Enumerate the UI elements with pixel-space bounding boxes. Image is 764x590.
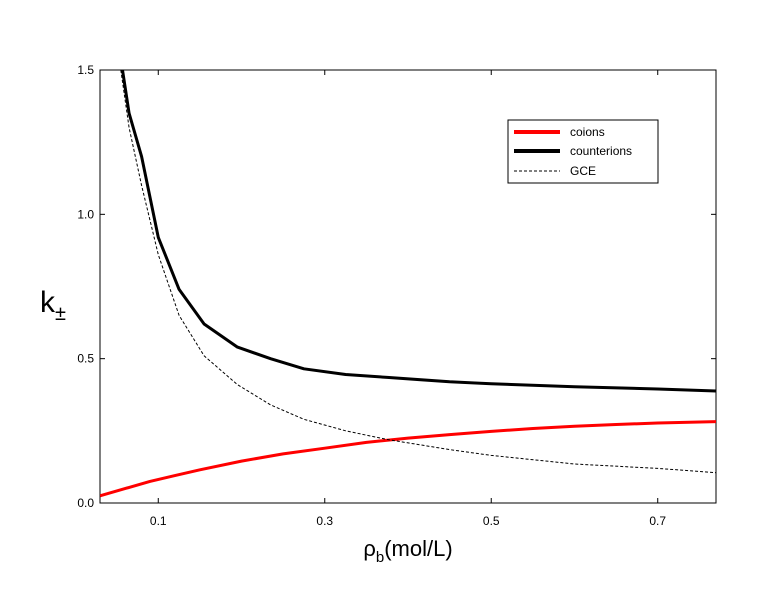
ticks [100, 69, 716, 504]
legend-label-coions: coions [570, 125, 605, 139]
y-axis-title-sub: ± [55, 303, 66, 325]
y-tick-label: 0.0 [77, 496, 94, 510]
x-tick-label: 0.5 [483, 514, 500, 528]
legend-label-gce: GCE [570, 164, 596, 178]
series-group [100, 70, 716, 498]
y-axis-title-main: k [40, 286, 56, 319]
legend-label-counterions: counterions [570, 144, 632, 158]
series-line-counterions [121, 70, 716, 393]
tick-labels: 0.1 0.3 0.5 0.7 0.0 0.5 1.0 1.5 [77, 63, 666, 528]
series-line-gce [120, 70, 716, 474]
x-axis-title-sub: b [376, 549, 384, 566]
legend: coions counterions GCE [507, 119, 659, 184]
y-tick-label: 1.0 [77, 207, 94, 221]
x-axis-title-main: ρ [363, 536, 376, 561]
y-tick-label: 1.5 [77, 63, 94, 77]
x-tick-label: 0.1 [150, 514, 167, 528]
series-line-coions [100, 420, 716, 498]
x-axis-title: ρb(mol/L) [363, 536, 452, 566]
x-tick-label: 0.7 [649, 514, 666, 528]
plot-frame [99, 69, 717, 504]
x-tick-label: 0.3 [316, 514, 333, 528]
y-axis-title: k± [40, 286, 66, 325]
y-tick-label: 0.5 [77, 352, 94, 366]
x-axis-title-rest: (mol/L) [384, 536, 452, 561]
